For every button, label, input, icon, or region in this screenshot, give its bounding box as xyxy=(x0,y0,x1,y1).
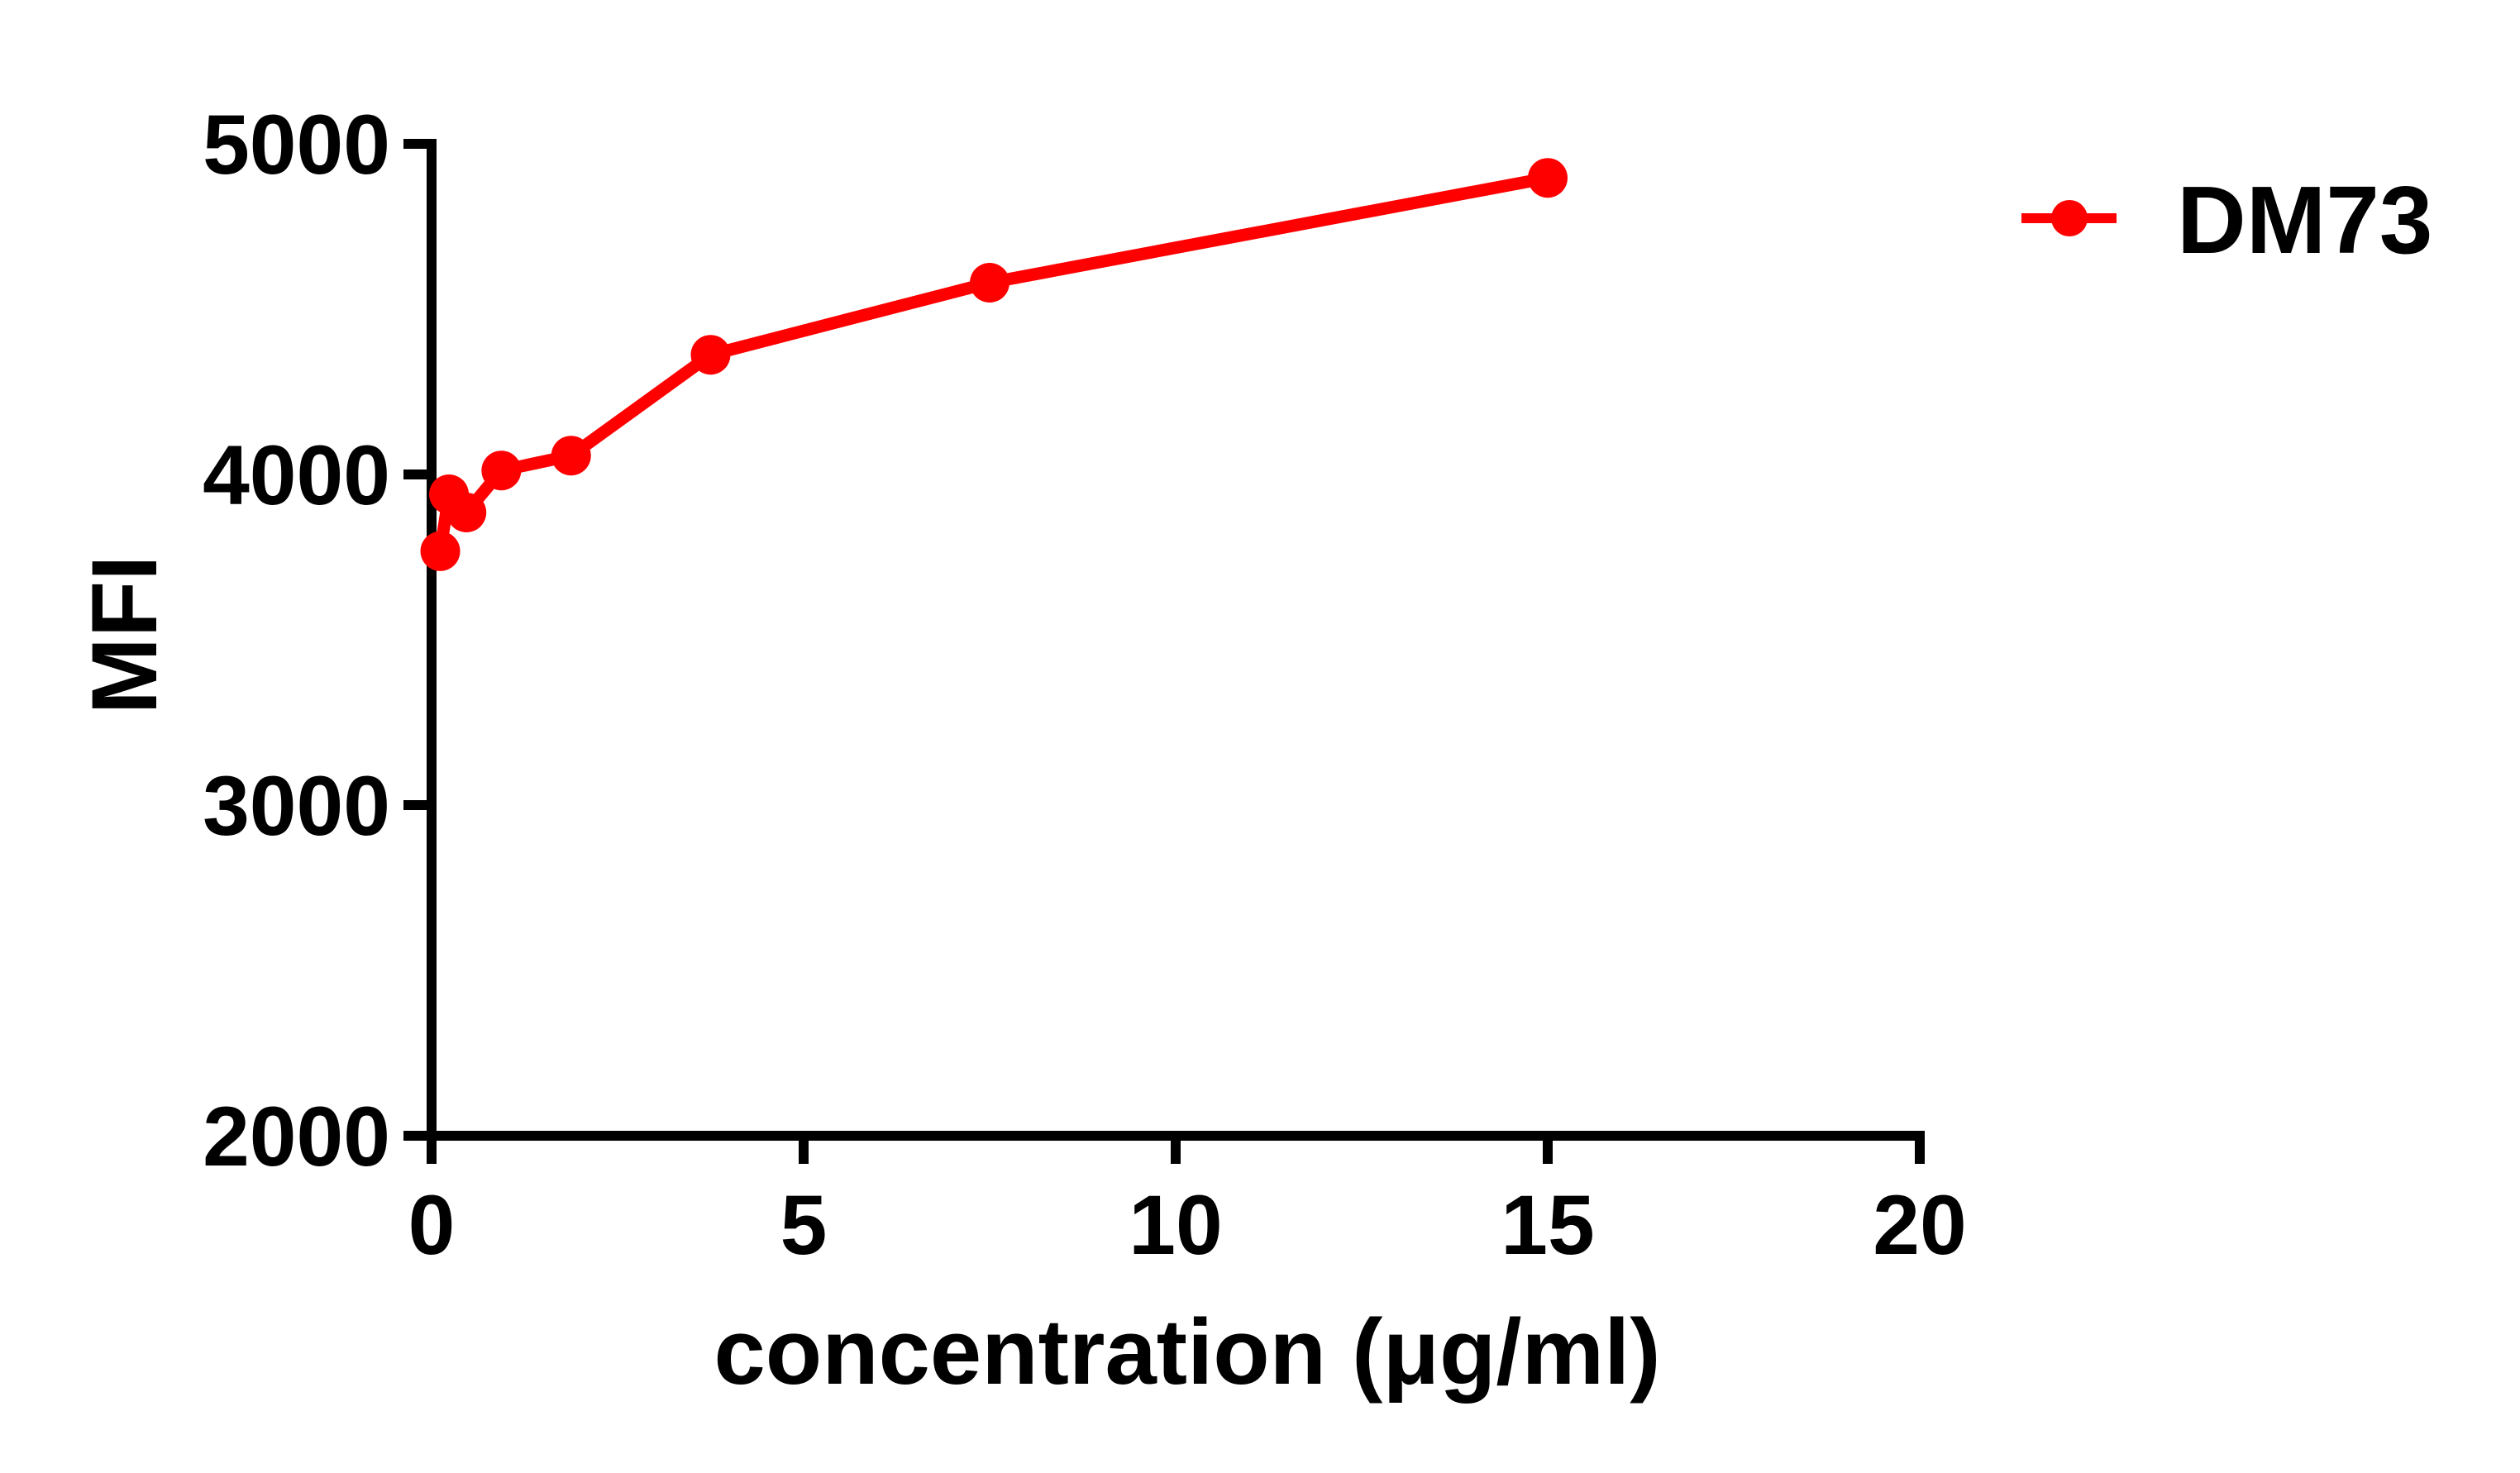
data-point-marker xyxy=(446,493,487,532)
series-dm73 xyxy=(420,158,1568,571)
series-line xyxy=(434,171,1549,552)
data-point-marker xyxy=(970,263,1009,303)
legend-item-dm73: DM73 xyxy=(2021,166,2432,274)
y-axis: 2000 3000 4000 5000 xyxy=(203,98,437,1184)
y-tick-label: 4000 xyxy=(203,428,390,522)
y-tick-label: 2000 xyxy=(203,1089,390,1184)
x-tick-label: 0 xyxy=(408,1178,456,1272)
x-axis: 0 5 10 15 20 xyxy=(408,1131,1967,1272)
data-point-marker xyxy=(420,531,461,571)
x-axis-ticks: 0 5 10 15 20 xyxy=(408,1136,1967,1272)
y-tick-label: 3000 xyxy=(203,759,390,853)
y-tick-label: 5000 xyxy=(203,98,390,192)
data-point-marker xyxy=(690,335,731,375)
x-tick-label: 5 xyxy=(780,1178,828,1272)
data-point-marker xyxy=(551,436,591,476)
legend-marker-icon xyxy=(2051,200,2088,236)
data-point-marker xyxy=(1528,158,1568,198)
x-tick-label: 20 xyxy=(1873,1178,1966,1272)
legend: DM73 xyxy=(2021,166,2432,274)
x-axis-title: concentration (μg/ml) xyxy=(714,1300,1661,1404)
x-tick-label: 10 xyxy=(1129,1178,1222,1272)
x-tick-label: 15 xyxy=(1501,1178,1594,1272)
legend-label: DM73 xyxy=(2177,166,2432,274)
y-axis-title: MFI xyxy=(73,555,176,715)
y-axis-ticks: 2000 3000 4000 5000 xyxy=(203,98,432,1184)
series-markers xyxy=(420,158,1568,571)
data-point-marker xyxy=(481,450,522,491)
